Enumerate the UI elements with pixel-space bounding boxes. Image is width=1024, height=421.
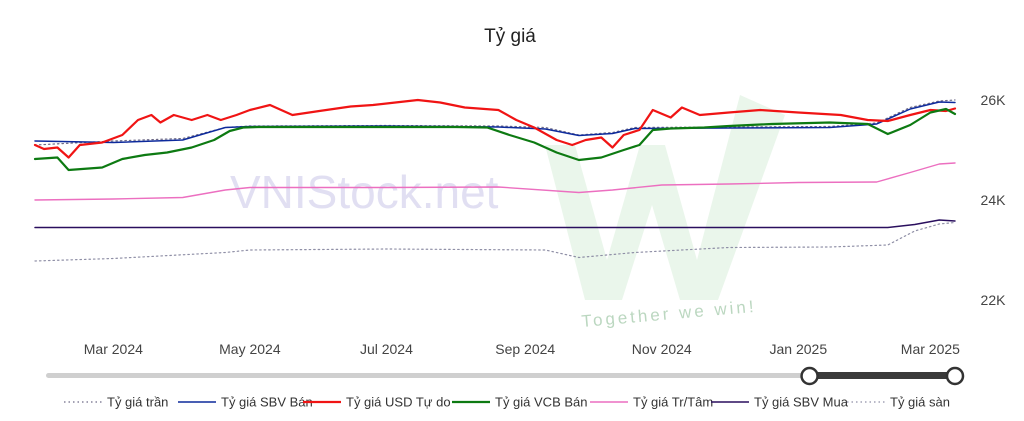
watermark: VNIStock.net Together we win! <box>230 95 785 331</box>
legend-label: Tỷ giá VCB Bán <box>495 395 588 410</box>
legend-label: Tỷ giá SBV Mua <box>754 395 849 410</box>
chart-title: Tỷ giá <box>484 26 536 47</box>
range-slider-end-handle[interactable] <box>945 366 965 386</box>
range-slider-track[interactable] <box>46 373 955 378</box>
x-tick-label: Jul 2024 <box>360 341 413 357</box>
series-line-7 <box>34 221 956 262</box>
legend-label: Tỷ giá sàn <box>890 395 950 410</box>
y-tick-label: 24K <box>981 192 1007 208</box>
watermark-slogan: Together we win! <box>581 297 758 331</box>
x-tick-label: Sep 2024 <box>495 341 555 357</box>
range-slider-start-handle[interactable] <box>800 366 819 386</box>
x-tick-label: May 2024 <box>219 341 281 357</box>
watermark-logo <box>545 95 785 300</box>
series-line-2 <box>34 101 956 144</box>
y-tick-label: 26K <box>981 92 1007 108</box>
legend-label: Tỷ giá trần <box>107 395 168 410</box>
x-tick-label: Mar 2025 <box>901 341 960 357</box>
series-layer <box>33 98 957 262</box>
range-slider-selection[interactable] <box>809 372 955 379</box>
y-axis: 22K 24K 26K <box>981 92 1007 308</box>
legend: Tỷ giá trần Tỷ giá SBV Bán Tỷ giá USD Tự d… <box>64 395 950 410</box>
x-tick-label: Nov 2024 <box>632 341 692 357</box>
series-line-6 <box>34 219 956 229</box>
series-line-3 <box>33 98 957 159</box>
watermark-text: VNIStock.net <box>230 166 499 218</box>
range-slider[interactable] <box>46 366 965 386</box>
series-line-4 <box>33 107 957 172</box>
series-line-5 <box>34 162 956 201</box>
legend-label: Tỷ giá Tr/Tâm <box>633 395 713 410</box>
legend-label: Tỷ giá USD Tự do <box>346 395 451 410</box>
x-tick-label: Jan 2025 <box>770 341 828 357</box>
legend-label: Tỷ giá SBV Bán <box>221 395 313 410</box>
x-axis: Mar 2024 May 2024 Jul 2024 Sep 2024 Nov 2024… <box>84 341 960 357</box>
y-tick-label: 22K <box>981 292 1007 308</box>
x-tick-label: Mar 2024 <box>84 341 143 357</box>
